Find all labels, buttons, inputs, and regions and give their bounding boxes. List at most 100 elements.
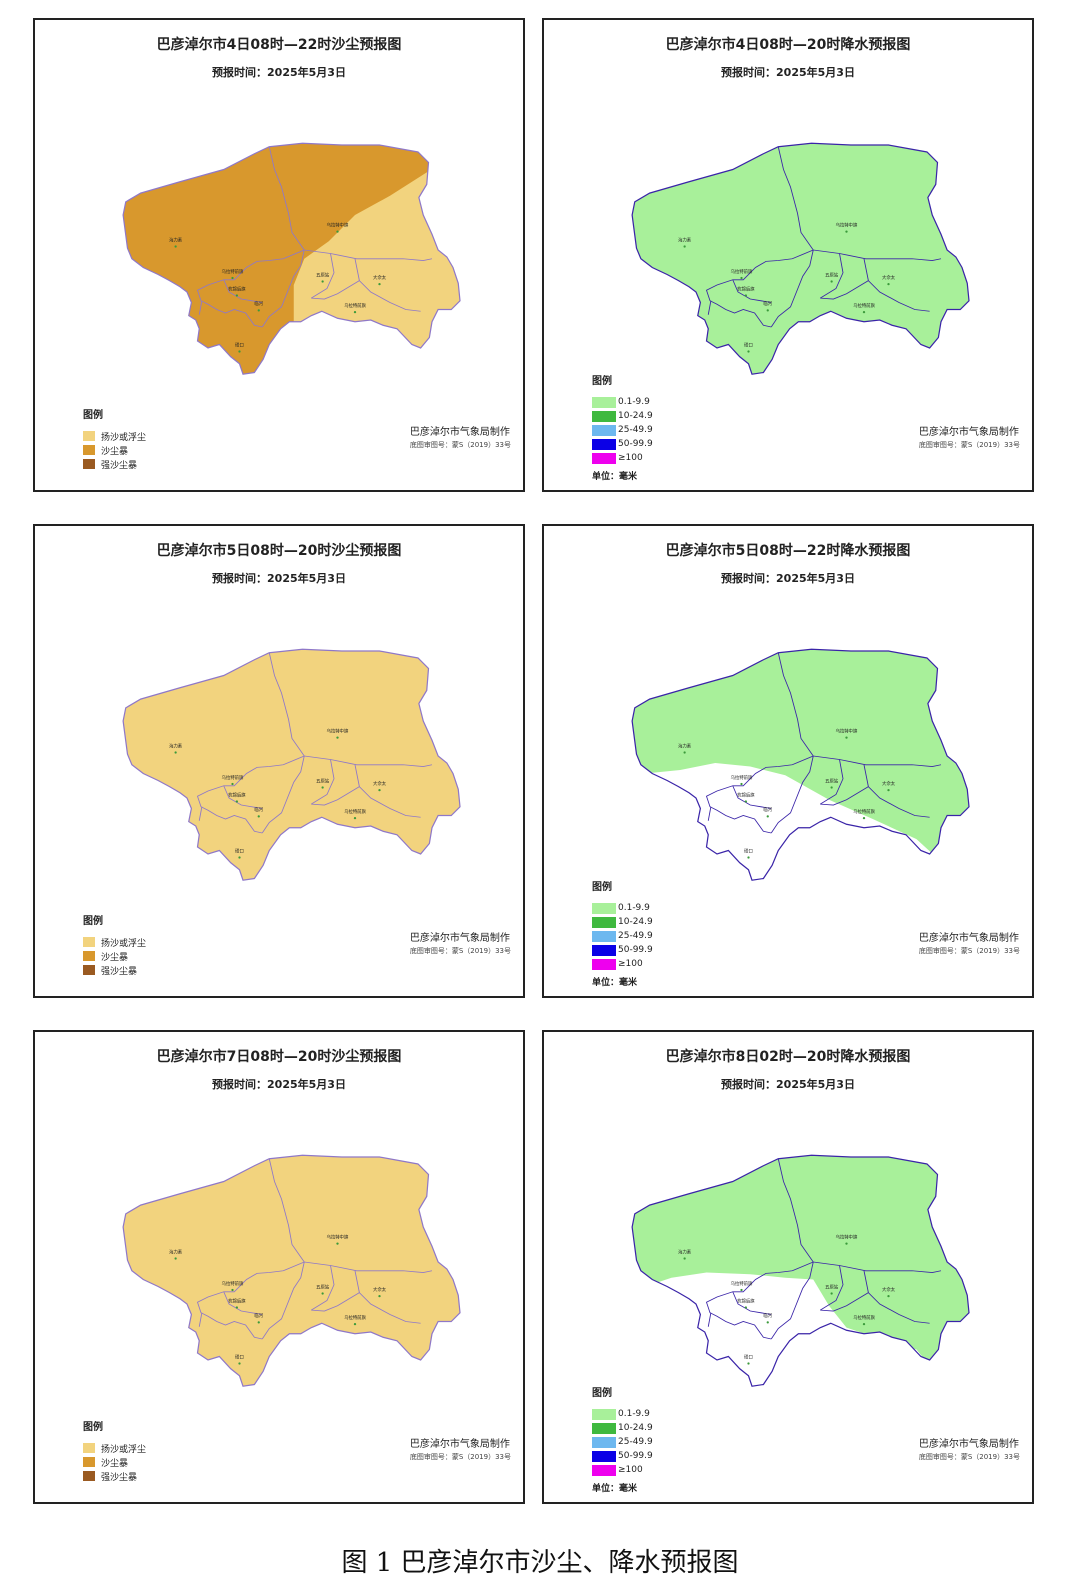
legend-swatch [83, 459, 95, 469]
town-label: 大佘太 [882, 780, 896, 787]
town-label: 乌拉特前旗 [222, 1280, 244, 1287]
town-marker [744, 294, 748, 297]
rain-area [632, 649, 969, 881]
town-label: 磴口 [235, 847, 244, 854]
town-label: 杭锦后旗 [228, 285, 246, 292]
legend-label: 0.1-9.9 [618, 397, 650, 407]
town-marker [862, 1322, 866, 1326]
legend: 图例 扬沙或浮尘 沙尘暴 强沙尘暴 [83, 912, 146, 977]
dust-forecast-panel: 巴彦淖尔市7日08时—20时沙尘预报图 预报时间：2025年5月3日 海力素 乌拉特中… [33, 1030, 525, 1504]
legend-swatch [592, 1422, 616, 1434]
legend-swatch [83, 965, 95, 975]
map-approval-number: 底图审图号：蒙S（2019）33号 [409, 441, 511, 449]
town-label: 乌拉特前旗 [344, 1314, 366, 1321]
town-label: 临河 [763, 300, 772, 307]
town-label: 大佘太 [882, 274, 896, 281]
legend-item: 0.1-9.9 [592, 901, 653, 915]
town-label: 乌拉特前旗 [731, 268, 753, 275]
legend-item: 沙尘暴 [83, 1455, 146, 1469]
town-label: 乌拉特前旗 [222, 268, 244, 275]
town-marker [766, 309, 769, 312]
map-area: 海力素 乌拉特中旗 乌拉特前旗 杭锦后旗 五原站 大佘太 临河 乌拉特前旗 磴口 [584, 1112, 1004, 1412]
town-label: 海力素 [678, 742, 692, 749]
town-label: 磴口 [744, 1353, 753, 1360]
producer-name: 巴彦淖尔市气象局制作 [409, 933, 510, 944]
town-marker [747, 1362, 750, 1365]
legend-label: 10-24.9 [618, 411, 653, 421]
map-approval-number: 底图审图号：蒙S（2019）33号 [918, 441, 1020, 449]
town-marker [336, 230, 339, 233]
town-marker [830, 280, 833, 283]
town-marker [747, 856, 750, 859]
town-marker [862, 816, 866, 820]
map-title: 巴彦淖尔市4日08时—20时降水预报图 [665, 37, 911, 53]
town-marker [744, 1306, 748, 1309]
legend-label: 25-49.9 [618, 425, 653, 435]
legend-label: 10-24.9 [618, 1423, 653, 1433]
town-marker [353, 310, 357, 314]
map-title: 巴彦淖尔市8日02时—20时降水预报图 [665, 1049, 911, 1065]
town-label: 海力素 [678, 1248, 692, 1255]
legend-swatch [592, 438, 616, 450]
legend-item: 强沙尘暴 [83, 457, 146, 471]
legend-item: 10-24.9 [592, 1421, 653, 1435]
legend-item: ≥100 [592, 1463, 653, 1477]
legend-swatch [592, 1436, 616, 1448]
town-label: 乌拉特中旗 [327, 1233, 349, 1240]
town-marker [766, 815, 769, 818]
town-marker [845, 230, 848, 233]
town-marker [174, 1257, 177, 1260]
forecast-time: 预报时间：2025年5月3日 [721, 572, 855, 585]
town-marker [766, 1321, 769, 1324]
legend-swatch [83, 431, 95, 441]
legend-swatch [83, 445, 95, 455]
town-marker [174, 245, 177, 248]
legend: 图例 扬沙或浮尘 沙尘暴 强沙尘暴 [83, 1418, 146, 1483]
legend-label: ≥100 [618, 959, 643, 969]
town-label: 五原站 [316, 271, 330, 278]
legend-title: 图例 [83, 1422, 103, 1433]
town-label: 五原站 [825, 271, 839, 278]
figure-caption: 图 1 巴彦淖尔市沙尘、降水预报图 [341, 1548, 739, 1578]
legend-label: 沙尘暴 [101, 952, 129, 963]
town-marker [336, 736, 339, 739]
town-marker [235, 294, 239, 297]
forecast-time: 预报时间：2025年5月3日 [721, 1078, 855, 1091]
legend-swatch [83, 951, 95, 961]
town-marker [231, 1288, 234, 1292]
forecast-time: 预报时间：2025年5月3日 [212, 572, 346, 585]
town-label: 海力素 [169, 742, 183, 749]
legend-title: 图例 [592, 882, 612, 893]
town-marker [321, 280, 324, 283]
town-label: 乌拉特前旗 [853, 808, 875, 815]
town-marker [257, 1321, 260, 1324]
legend-item: 25-49.9 [592, 1435, 653, 1449]
town-marker [887, 282, 890, 286]
legend-unit: 单位：毫米 [592, 978, 638, 988]
town-marker [231, 782, 234, 786]
legend-label: ≥100 [618, 453, 643, 463]
town-label: 乌拉特中旗 [327, 727, 349, 734]
producer-credit: 巴彦淖尔市气象局制作 底图审图号：蒙S（2019）33号 [919, 1435, 1020, 1462]
legend-unit: 单位：毫米 [592, 1484, 638, 1494]
rain-area [632, 1155, 969, 1387]
rain-forecast-panel: 巴彦淖尔市5日08时—22时降水预报图 预报时间：2025年5月3日 海力素 乌拉特中… [542, 524, 1034, 998]
map-approval-number: 底图审图号：蒙S（2019）33号 [409, 947, 511, 955]
region-boundary [122, 142, 461, 375]
town-label: 乌拉特中旗 [327, 221, 349, 228]
producer-credit: 巴彦淖尔市气象局制作 底图审图号：蒙S（2019）33号 [410, 929, 511, 956]
town-label: 大佘太 [882, 1286, 896, 1293]
rain-forecast-panel: 巴彦淖尔市8日02时—20时降水预报图 预报时间：2025年5月3日海力素 乌拉特中… [542, 1030, 1034, 1504]
producer-name: 巴彦淖尔市气象局制作 [409, 427, 510, 438]
producer-name: 巴彦淖尔市气象局制作 [409, 1439, 510, 1450]
legend: 图例 0.1-9.9 10-24.9 25-49.9 50-99.9 ≥100 单位：毫米 [592, 1384, 653, 1494]
legend-swatch [83, 1443, 95, 1453]
town-label: 乌拉特中旗 [836, 727, 858, 734]
legend-item: 50-99.9 [592, 943, 653, 957]
legend-item: 0.1-9.9 [592, 395, 653, 409]
legend-item: 50-99.9 [592, 1449, 653, 1463]
dust-forecast-panel: 巴彦淖尔市4日08时—22时沙尘预报图 预报时间：2025年5月3日 海力素 乌拉特中… [33, 18, 525, 492]
town-label: 海力素 [169, 1248, 183, 1255]
